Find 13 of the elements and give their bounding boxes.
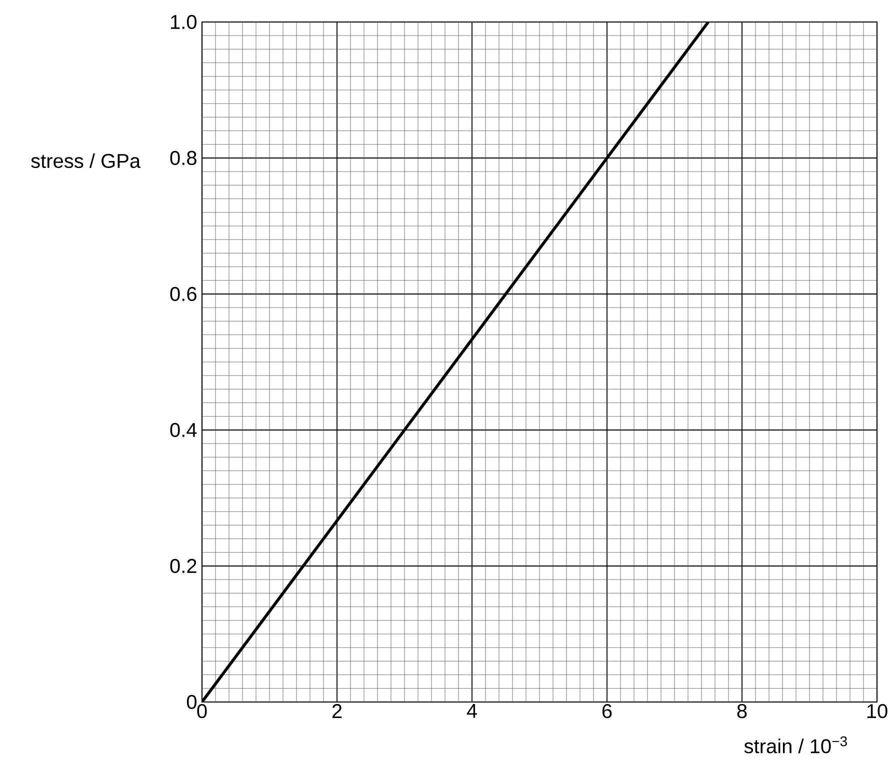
y-tick-label: 0.4 bbox=[170, 422, 197, 438]
x-tick-label: 8 bbox=[737, 704, 747, 718]
y-tick-label: 0.6 bbox=[170, 286, 196, 302]
x-tick-label: 0 bbox=[197, 704, 207, 718]
y-tick-label: 0.8 bbox=[170, 150, 196, 166]
x-tick-label: 2 bbox=[332, 704, 342, 718]
x-tick-label: 10 bbox=[867, 704, 888, 718]
x-tick-label: 4 bbox=[466, 704, 477, 718]
x-axis-title: strain / 10$^{−3}$ bbox=[744, 736, 847, 754]
x-tick-label: 6 bbox=[602, 704, 612, 718]
y-tick-label: 0.2 bbox=[170, 558, 196, 574]
y-tick-label: 1.0 bbox=[171, 14, 196, 30]
y-axis-title: stress / GPa bbox=[31, 153, 141, 168]
